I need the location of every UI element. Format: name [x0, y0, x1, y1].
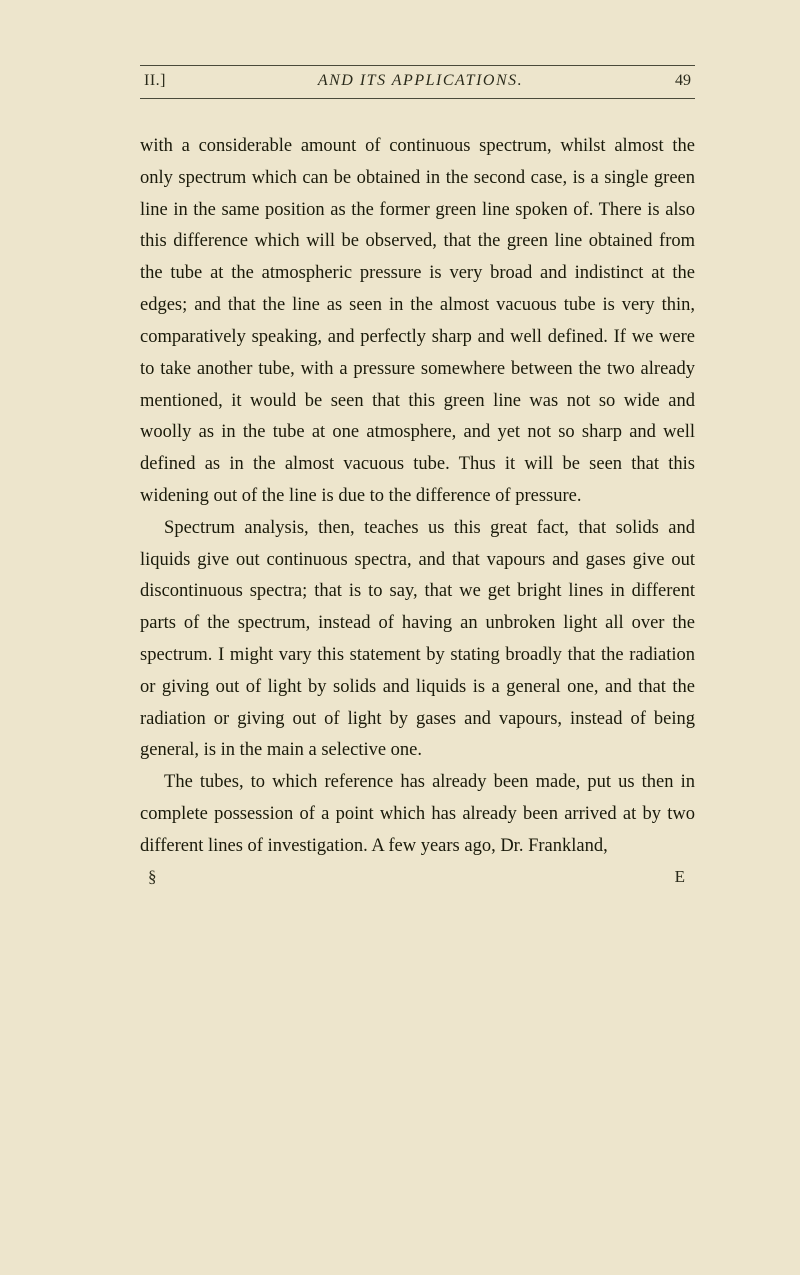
running-title: AND ITS APPLICATIONS.	[166, 72, 675, 90]
page-footer: § E	[140, 867, 695, 887]
paragraph-1: with a considerable amount of continuous…	[140, 131, 695, 513]
page-number: 49	[675, 72, 691, 90]
header-rule-top	[140, 65, 695, 66]
paragraph-2: Spectrum analysis, then, teaches us this…	[140, 513, 695, 768]
body-text-container: with a considerable amount of continuous…	[140, 131, 695, 863]
paragraph-3: The tubes, to which reference has alread…	[140, 767, 695, 862]
header-rule-bottom	[140, 98, 695, 99]
footer-section-mark: §	[148, 867, 157, 887]
running-header: II.] AND ITS APPLICATIONS. 49	[140, 72, 695, 90]
footer-signature-mark: E	[675, 867, 687, 887]
book-page: II.] AND ITS APPLICATIONS. 49 with a con…	[0, 0, 800, 1275]
chapter-marker: II.]	[144, 72, 166, 90]
